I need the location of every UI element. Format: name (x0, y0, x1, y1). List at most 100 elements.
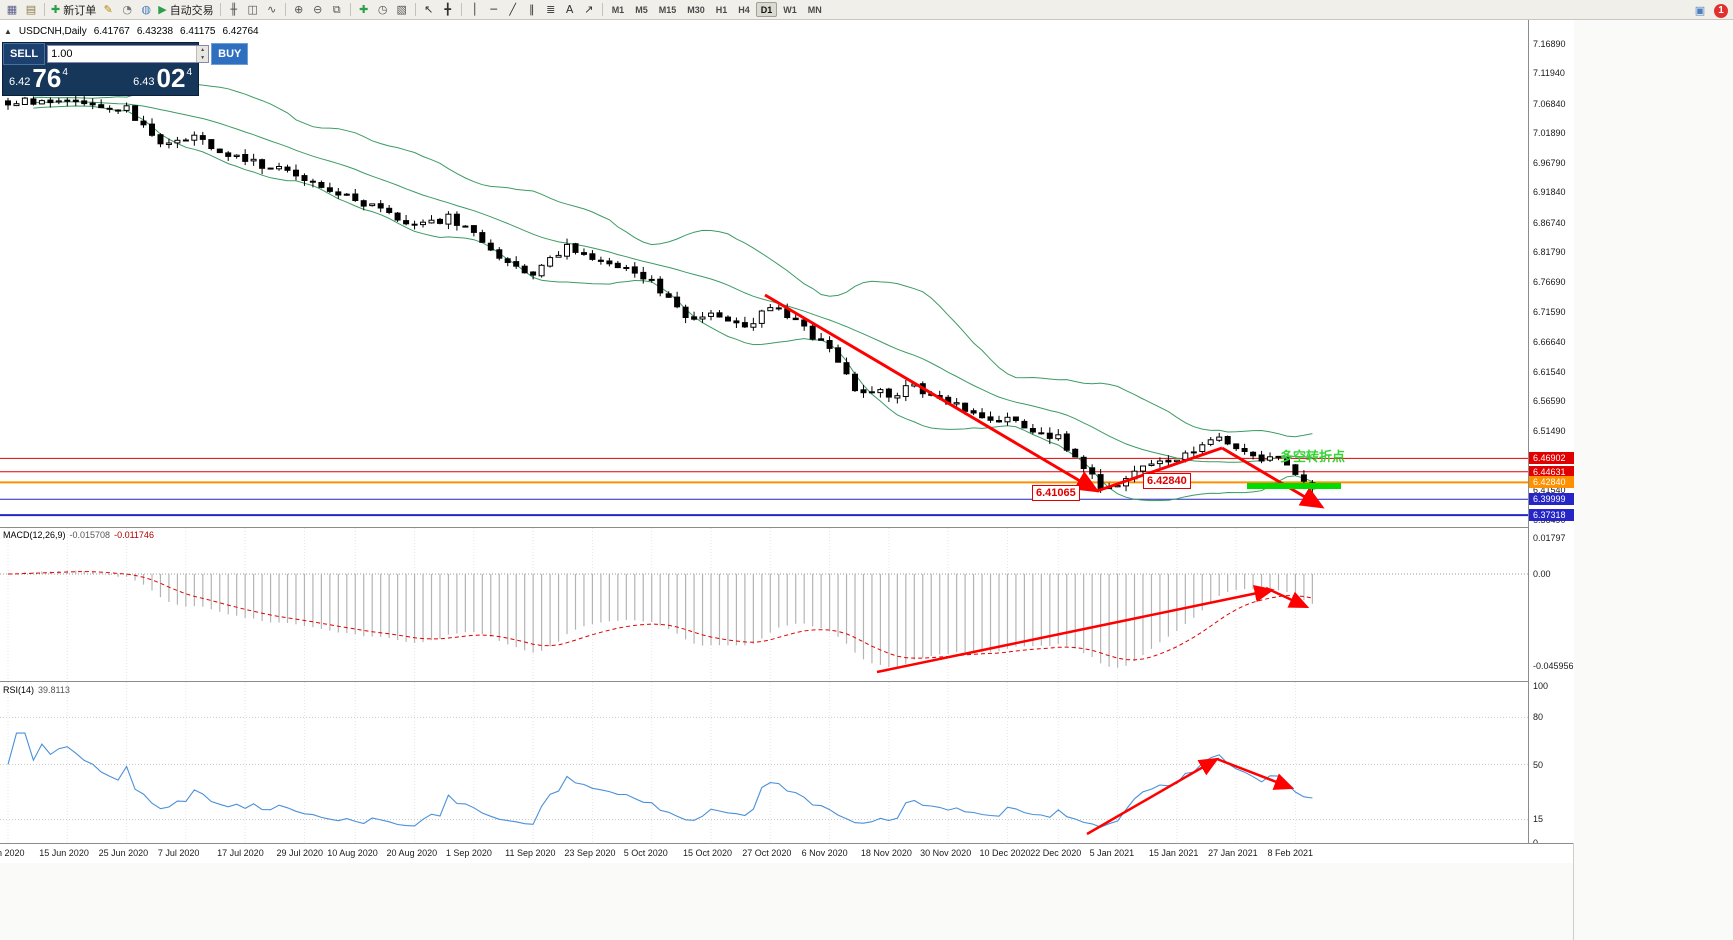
channel-icon[interactable]: ∥ (523, 1, 541, 18)
timeframe-button-m5[interactable]: M5 (630, 2, 653, 17)
chart-window: ▲ USDCNH,Daily 6.41767 6.43238 6.41175 6… (0, 20, 1574, 863)
price-axis-tick: 6.91840 (1533, 187, 1566, 198)
empty-workspace-bottom (0, 862, 1573, 940)
buy-price-big: 02 (156, 63, 186, 93)
toolbar-separator (284, 3, 286, 16)
date-axis-label: 2 Jun 2020 (0, 848, 25, 858)
sell-price-sup: 4 (62, 67, 68, 78)
zoom-in-icon[interactable]: ⊕ (290, 1, 308, 18)
date-axis-label: 7 Jul 2020 (157, 848, 200, 858)
chart-close-value: 6.42764 (222, 26, 259, 37)
community-icon[interactable]: ▣ (1691, 2, 1709, 19)
macd-signal-value: -0.011746 (114, 530, 154, 540)
volume-increase-button[interactable]: ▲ (196, 46, 209, 54)
rsi-value: 39.8113 (38, 685, 70, 695)
buy-price: 6.43 02 4 (133, 63, 192, 93)
rsi-axis-label: 15 (1533, 814, 1544, 825)
cursor-icon[interactable]: ↖ (420, 1, 438, 18)
tile-windows-icon[interactable]: ⧉ (328, 1, 346, 18)
autotrading-button[interactable]: ▶ 自动交易 (156, 1, 215, 18)
market-watch-icon: ◍ (141, 3, 152, 16)
price-axis-tick: 6.76690 (1533, 277, 1566, 287)
oct-toggle-icon[interactable]: ▲ (4, 27, 12, 36)
one-click-trading-panel: SELL ▲ ▼ BUY 6.42 76 4 6.43 02 4 (2, 42, 249, 96)
market-watch-icon[interactable]: ◍ (137, 1, 155, 18)
candlestick-chart-icon[interactable]: ◫ (244, 1, 262, 18)
price-axis-tag: 6.42840 (1529, 476, 1574, 489)
trendline-icon: ╱ (509, 3, 516, 16)
timeframe-button-d1[interactable]: D1 (755, 2, 778, 17)
metaeditor-icon[interactable]: ✎ (99, 1, 117, 18)
buy-price-prefix: 6.43 (133, 76, 155, 88)
new-chart-icon[interactable]: ▦ (3, 1, 21, 18)
notifications-badge[interactable]: 1 (1714, 3, 1728, 18)
macd-name: MACD(12,26,9) (3, 530, 66, 540)
date-axis-label: 17 Jul 2020 (217, 848, 264, 858)
chart-open-value: 6.41767 (93, 26, 130, 37)
timeframe-button-h4[interactable]: H4 (733, 2, 755, 17)
crosshair-icon[interactable]: ╋ (439, 1, 457, 18)
volume-input[interactable] (48, 46, 197, 62)
macd-main-value: -0.015708 (69, 530, 111, 540)
horizontal-line-icon[interactable]: ─ (485, 1, 503, 18)
new-chart-icon: ▦ (6, 3, 18, 16)
panel-separator-macd[interactable] (0, 527, 1573, 528)
timeframe-button-mn[interactable]: MN (803, 2, 827, 17)
zoom-out-icon: ⊖ (313, 3, 323, 16)
fibonacci-icon[interactable]: ≣ (542, 1, 560, 18)
timeframe-button-m15[interactable]: M15 (654, 2, 682, 17)
toolbar-separator (460, 3, 462, 16)
volume-decrease-button[interactable]: ▼ (196, 54, 209, 62)
toolbar-separator (349, 3, 351, 16)
chart-low-value: 6.41175 (180, 26, 216, 37)
price-axis-tick: 6.61540 (1533, 366, 1566, 377)
chart-canvas[interactable] (0, 20, 1528, 843)
price-annotation-level[interactable]: 6.42840 (1143, 473, 1191, 489)
panel-separator-rsi[interactable] (0, 681, 1573, 682)
indicators-icon[interactable]: ✚ (355, 1, 373, 18)
buy-button[interactable]: BUY (211, 43, 249, 65)
alerts-icon[interactable]: ◔ (118, 1, 136, 18)
date-axis-label: 27 Oct 2020 (742, 848, 792, 858)
chart-high-value: 6.43238 (136, 26, 174, 37)
sell-price-big: 76 (32, 63, 62, 93)
periods-icon[interactable]: ◷ (374, 1, 392, 18)
horizontal-line-icon: ─ (490, 3, 497, 16)
timeframe-button-h1[interactable]: H1 (711, 2, 733, 17)
date-axis-label: 30 Nov 2020 (920, 848, 972, 858)
price-axis-tick: 6.81790 (1533, 246, 1566, 257)
arrow-tool-icon[interactable]: ↗ (580, 1, 598, 18)
profiles-icon[interactable]: ▤ (22, 1, 40, 18)
new-order-button[interactable]: ✚ 新订单 (49, 1, 98, 18)
line-chart-icon: ∿ (267, 3, 277, 16)
toolbar-separator (44, 3, 45, 16)
metaeditor-icon: ✎ (103, 3, 113, 16)
macd-axis-label: 0.00 (1533, 569, 1551, 579)
chart-title: ▲ USDCNH,Daily 6.41767 6.43238 6.41175 6… (4, 26, 259, 37)
turning-point-text[interactable]: 多空转折点 (1280, 449, 1346, 464)
timeframe-button-m30[interactable]: M30 (682, 2, 710, 17)
price-axis-tag: 6.44631 (1529, 465, 1574, 478)
vertical-line-icon[interactable]: │ (466, 1, 484, 18)
templates-icon[interactable]: ▧ (393, 1, 411, 18)
price-axis[interactable]: 7.16890 7.11940 7.06840 7.01890 6.96790 6.918… (1528, 20, 1574, 848)
trendline-icon[interactable]: ╱ (504, 1, 522, 18)
toolbar-separator (219, 3, 221, 16)
cursor-icon: ↖ (424, 3, 434, 16)
profiles-icon: ▤ (25, 3, 37, 16)
empty-workspace-right (1573, 20, 1733, 940)
price-axis-tick: 6.86740 (1533, 217, 1566, 228)
timeframe-button-w1[interactable]: W1 (778, 2, 802, 17)
date-axis[interactable]: 2 Jun 2020 15 Jun 2020 25 Jun 2020 7 Jul 20… (0, 843, 1573, 863)
toolbar-right: ▣ 1 (1691, 2, 1728, 19)
zoom-out-icon[interactable]: ⊖ (309, 1, 327, 18)
timeframe-button-m1[interactable]: M1 (607, 2, 630, 17)
sell-button[interactable]: SELL (3, 43, 46, 65)
date-axis-label: 27 Jan 2021 (1208, 848, 1258, 858)
text-icon[interactable]: A (561, 1, 579, 18)
bar-chart-icon[interactable]: ╫ (225, 1, 243, 18)
price-axis-tick: 7.01890 (1533, 127, 1566, 138)
macd-label: MACD(12,26,9) -0.015708 -0.011746 (3, 530, 154, 540)
line-chart-icon[interactable]: ∿ (263, 1, 281, 18)
price-annotation-low[interactable]: 6.41065 (1032, 485, 1080, 501)
